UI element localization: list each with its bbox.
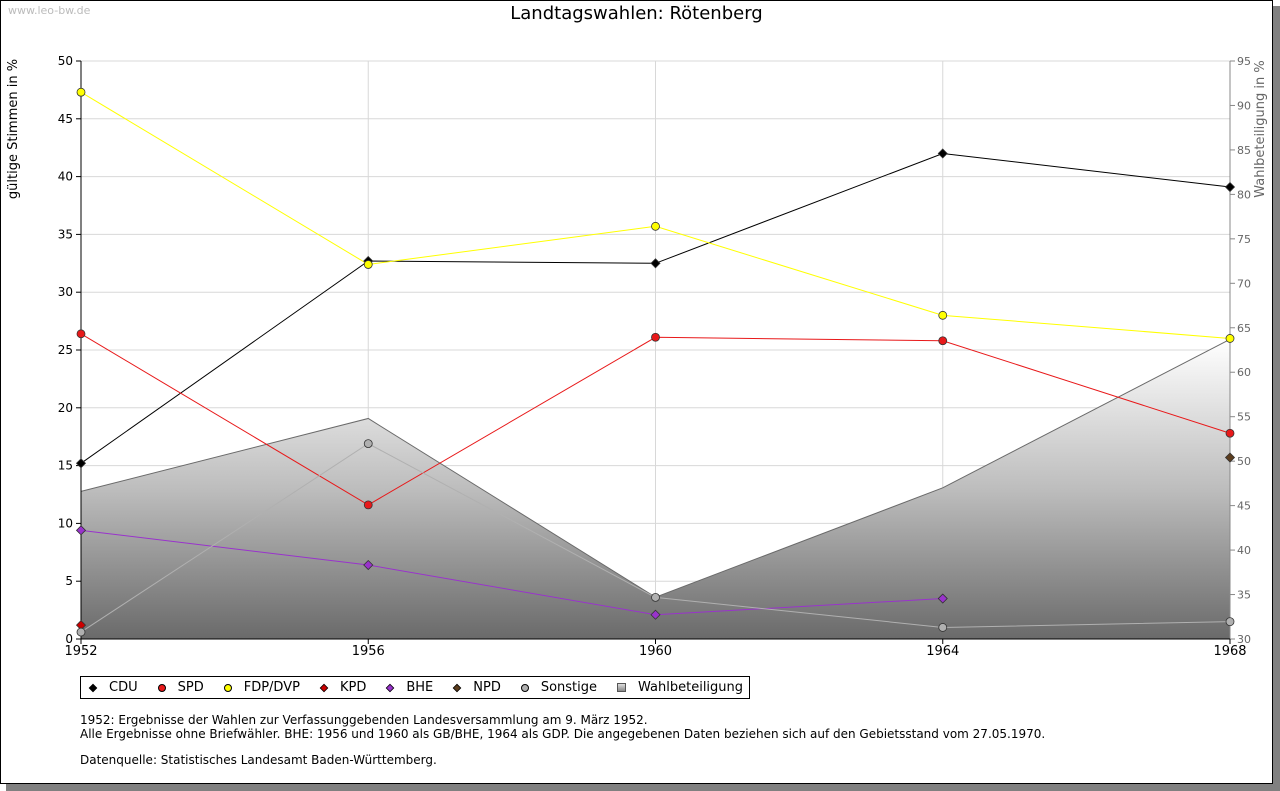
point-sonstige — [1225, 617, 1235, 627]
y2-tick-label: 75 — [1237, 233, 1251, 246]
y2-tick-label: 30 — [1237, 633, 1251, 646]
legend-marker-diamond-icon — [453, 683, 462, 692]
point-bhe — [937, 593, 948, 604]
point-fdp-dvp — [1225, 334, 1235, 343]
point-fdp-dvp — [76, 87, 86, 97]
legend-marker-circle-icon — [157, 683, 166, 692]
y2-tick-label: 55 — [1237, 411, 1251, 424]
y-tick-label: 45 — [58, 112, 73, 126]
legend-label: SPD — [177, 680, 204, 695]
legend-item-kpd: KPD — [319, 680, 367, 695]
legend-item-cdu: CDU — [88, 680, 138, 695]
y-axis-title: gültige Stimmen in % — [6, 59, 21, 199]
y2-tick-label: 90 — [1237, 99, 1251, 112]
chart-svg: 0 5 10 15 20 25 30 35 40 45 50 30 35 40 45 50 55 60 65 70 75… — [6, 54, 1268, 659]
point-sonstige — [363, 439, 373, 449]
y-tick-label: 5 — [65, 574, 73, 588]
frame-shadow-right — [1273, 6, 1280, 791]
note-line-1: 1952: Ergebnisse der Wahlen zur Verfassu… — [80, 713, 648, 727]
legend-item-spd: SPD — [157, 680, 204, 695]
legend-label: CDU — [109, 680, 138, 695]
y-tick-label: 20 — [58, 401, 73, 415]
point-cdu — [75, 458, 87, 469]
point-spd — [76, 329, 86, 339]
point-npd — [1224, 452, 1236, 463]
point-spd — [363, 500, 373, 510]
notes: 1952: Ergebnisse der Wahlen zur Verfassu… — [80, 713, 1045, 767]
y2-axis-title: Wahlbeteiligung in % — [1253, 60, 1268, 197]
y2-tick-label: 80 — [1237, 188, 1251, 201]
point-sonstige — [938, 623, 948, 632]
point-bhe — [363, 559, 374, 571]
y2-tick-label: 60 — [1237, 366, 1251, 379]
y-tick-label: 10 — [58, 516, 73, 530]
legend-marker-circle-icon — [520, 683, 529, 692]
y-tick-label: 25 — [58, 343, 73, 357]
point-fdp-dvp — [938, 310, 948, 320]
watermark: www.leo-bw.de — [8, 4, 91, 17]
legend-item-bhe: BHE — [386, 680, 433, 695]
y2-tick-label: 70 — [1237, 277, 1251, 290]
point-cdu — [1224, 181, 1236, 193]
y-tick-label: 0 — [65, 632, 73, 646]
legend-item-fdp-dvp: FDP/DVP — [223, 680, 300, 695]
x-tick-label: 1952 — [64, 644, 97, 659]
legend-marker-diamond-icon — [319, 683, 329, 692]
y2-tick-label: 85 — [1237, 144, 1251, 157]
y-tick-label: 50 — [58, 54, 73, 68]
legend-label: NPD — [473, 680, 501, 695]
point-bhe — [75, 525, 87, 536]
note-line-2: Alle Ergebnisse ohne Briefwähler. BHE: 1… — [80, 727, 1046, 741]
point-bhe — [650, 609, 661, 620]
chart-title: Landtagswahlen: Rötenberg — [510, 3, 763, 24]
legend-label: KPD — [339, 680, 367, 695]
legend-marker-diamond-icon — [386, 683, 395, 692]
point-cdu — [937, 148, 948, 159]
y-tick-label: 40 — [58, 170, 73, 184]
y-tick-label: 35 — [58, 227, 73, 241]
legend-label: Sonstige — [540, 680, 598, 695]
x-tick-label: 1964 — [926, 644, 959, 659]
point-fdp-dvp — [651, 221, 660, 231]
legend-label: FDP/DVP — [243, 680, 300, 695]
y-tick-label: 30 — [58, 285, 73, 299]
y2-tick-label: 45 — [1237, 500, 1251, 513]
y2-tick-label: 40 — [1237, 544, 1251, 557]
y2-tick-label: 35 — [1237, 589, 1251, 602]
legend-marker-square-icon — [617, 683, 627, 692]
legend-item-npd: NPD — [453, 680, 501, 695]
legend-marker-diamond-icon — [88, 683, 98, 692]
point-sonstige — [76, 627, 86, 637]
point-spd — [938, 336, 948, 346]
x-tick-label: 1956 — [352, 644, 385, 659]
series-line-bhe — [80, 529, 943, 616]
y2-tick-label: 50 — [1237, 455, 1251, 468]
legend-item-sonstige: Sonstige — [520, 680, 598, 695]
point-spd — [651, 332, 660, 342]
point-cdu — [650, 258, 661, 269]
point-spd — [1225, 428, 1235, 438]
x-tick-label: 1960 — [639, 644, 672, 659]
legend-marker-circle-icon — [223, 683, 232, 692]
legend-label: Wahlbeteiligung — [638, 680, 744, 695]
x-tick-label: 1968 — [1213, 644, 1246, 659]
legend-label: BHE — [406, 680, 434, 695]
point-sonstige — [651, 592, 660, 602]
y2-tick-label: 65 — [1237, 322, 1251, 335]
point-fdp-dvp — [363, 260, 373, 269]
y2-tick-label: 95 — [1237, 55, 1251, 68]
legend-item-wahlbeteiligung: Wahlbeteiligung — [617, 680, 743, 695]
legend: CDU SPD FDP/DVP KPD BHE NPD Sonstige Wahlbeteil… — [80, 676, 751, 699]
frame-shadow-bottom — [6, 784, 1280, 791]
data-source: Datenquelle: Statistisches Landesamt Bad… — [80, 753, 437, 767]
y-tick-label: 15 — [58, 459, 73, 473]
